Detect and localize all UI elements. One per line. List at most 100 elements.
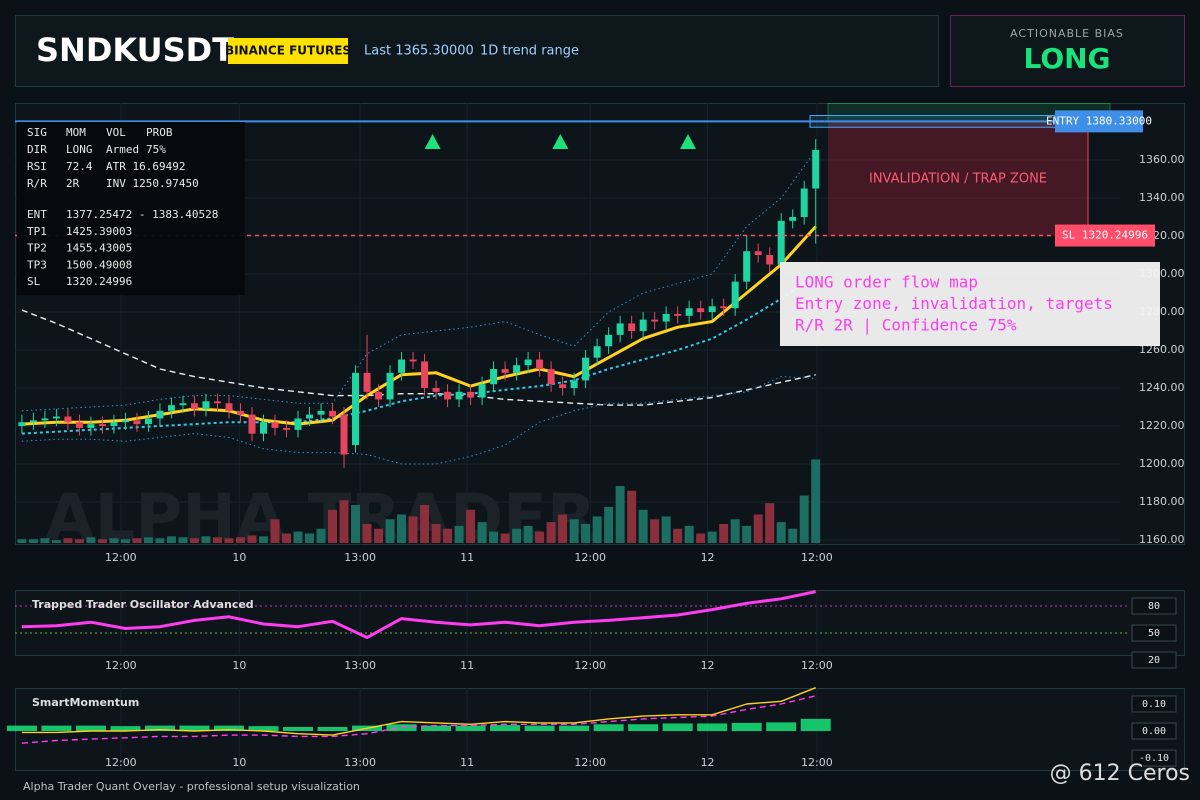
volume-bar [604, 506, 614, 543]
info-cell: R/R [27, 177, 47, 190]
charts: 1160.00 1180.00 1200.00 1220.00 1240.00 1260.… [6, 103, 1185, 770]
y-tick-label: 1180.00 [1139, 495, 1185, 508]
y-tick-box [1131, 695, 1177, 713]
info-cell: 72.4 [66, 160, 93, 173]
volume-bar [799, 495, 809, 543]
momentum-bar [110, 726, 141, 732]
volume-bar [224, 538, 234, 543]
momentum-bar [317, 726, 348, 732]
candle-body [697, 308, 705, 313]
x-tick-label: 12 [701, 659, 715, 672]
candle-body [662, 313, 670, 322]
volume-bar [776, 522, 786, 543]
volume-bar [707, 531, 717, 543]
candle-body [789, 217, 797, 221]
candle-body [121, 420, 129, 423]
volume-bar [592, 516, 602, 543]
volume-bar [282, 533, 292, 543]
volume-bar [500, 533, 510, 543]
candle-body [386, 372, 394, 400]
annotation-line: R/R 2R | Confidence 75% [795, 316, 1017, 335]
momentum-bar [593, 724, 624, 732]
overlay-line [21, 150, 817, 412]
bias-label: ACTIONABLE BIAS [1010, 27, 1124, 40]
candle-body [190, 403, 198, 409]
overlay-line [21, 309, 816, 406]
info-level: 1320.24996 [66, 275, 132, 288]
y-tick-box [1131, 624, 1177, 642]
footer: Alpha Trader Quant Overlay - professiona… [23, 780, 360, 793]
candle-body [306, 414, 314, 419]
volume-bar [189, 538, 199, 543]
candle-body [421, 361, 429, 389]
info-cell: VOL [106, 126, 126, 139]
y-tick-label: 20 [1148, 655, 1160, 666]
annotation-box [780, 262, 1160, 346]
momentum-bar [75, 725, 106, 732]
candle-body [467, 391, 475, 398]
volume-bar [454, 525, 464, 543]
info-level: ENT [27, 208, 47, 221]
header-box [15, 15, 939, 87]
candle-body [409, 359, 417, 362]
signal-arrow [680, 134, 697, 149]
candle-body [317, 410, 325, 415]
volume-bar [109, 538, 119, 543]
candle-body [777, 220, 785, 265]
x-tick-label: 13:00 [344, 659, 376, 672]
volume-bar [86, 537, 96, 543]
momentum-bar [490, 725, 521, 732]
candle-body [547, 369, 555, 385]
candle-body [179, 403, 187, 406]
candle-body [812, 149, 820, 189]
x-tick-label: 13:00 [344, 756, 376, 769]
candle-body [133, 420, 141, 425]
candle-body [52, 416, 60, 419]
volume-bar [235, 537, 245, 543]
info-level: TP2 [27, 242, 47, 255]
info-cell: DIR [27, 143, 47, 156]
x-tick-label: 12:00 [574, 551, 606, 564]
momentum-bar [800, 718, 831, 732]
momentum-bar [179, 725, 210, 732]
candle-body [167, 405, 175, 411]
volume-bar [408, 516, 418, 543]
info-cell: ATR 16.69492 [106, 160, 185, 173]
x-tick-label: 12:00 [105, 551, 137, 564]
volume-bar [328, 509, 338, 543]
info-level: SL [27, 275, 41, 288]
annotation-line: Entry zone, invalidation, targets [795, 294, 1113, 313]
y-tick-box [1131, 722, 1177, 740]
last-price: Last 1365.30000 [364, 44, 474, 59]
x-tick-label: 12:00 [574, 756, 606, 769]
volume-bar [305, 533, 315, 543]
candle-body [559, 384, 567, 389]
volume-bar [97, 539, 107, 543]
volume-bar [28, 539, 38, 543]
volume-bar [270, 519, 280, 543]
momentum-bar [421, 725, 452, 732]
candle-body [674, 313, 682, 316]
entry-tag [1055, 110, 1143, 133]
volume-bar [120, 539, 130, 543]
info-cell: SIG [27, 126, 47, 139]
info-box [17, 122, 245, 295]
volume-bar [17, 539, 27, 543]
info-cell: 2R [66, 177, 80, 190]
momentum-bar [628, 724, 659, 732]
volume-bar [627, 490, 637, 543]
volume-bar [63, 538, 73, 543]
volume-bar [443, 528, 453, 543]
info-cell: PROB [146, 126, 173, 139]
momentum-bar [283, 726, 314, 732]
y-tick-label: 0.10 [1142, 699, 1166, 710]
volume-bar [650, 519, 660, 543]
x-tick-label: 12:00 [574, 659, 606, 672]
candle-body [605, 334, 613, 347]
signal-arrow [552, 134, 569, 149]
y-tick-label: 80 [1148, 601, 1160, 612]
candle-body [41, 418, 49, 421]
candle-body [754, 251, 762, 256]
info-cell: LONG [66, 143, 93, 156]
